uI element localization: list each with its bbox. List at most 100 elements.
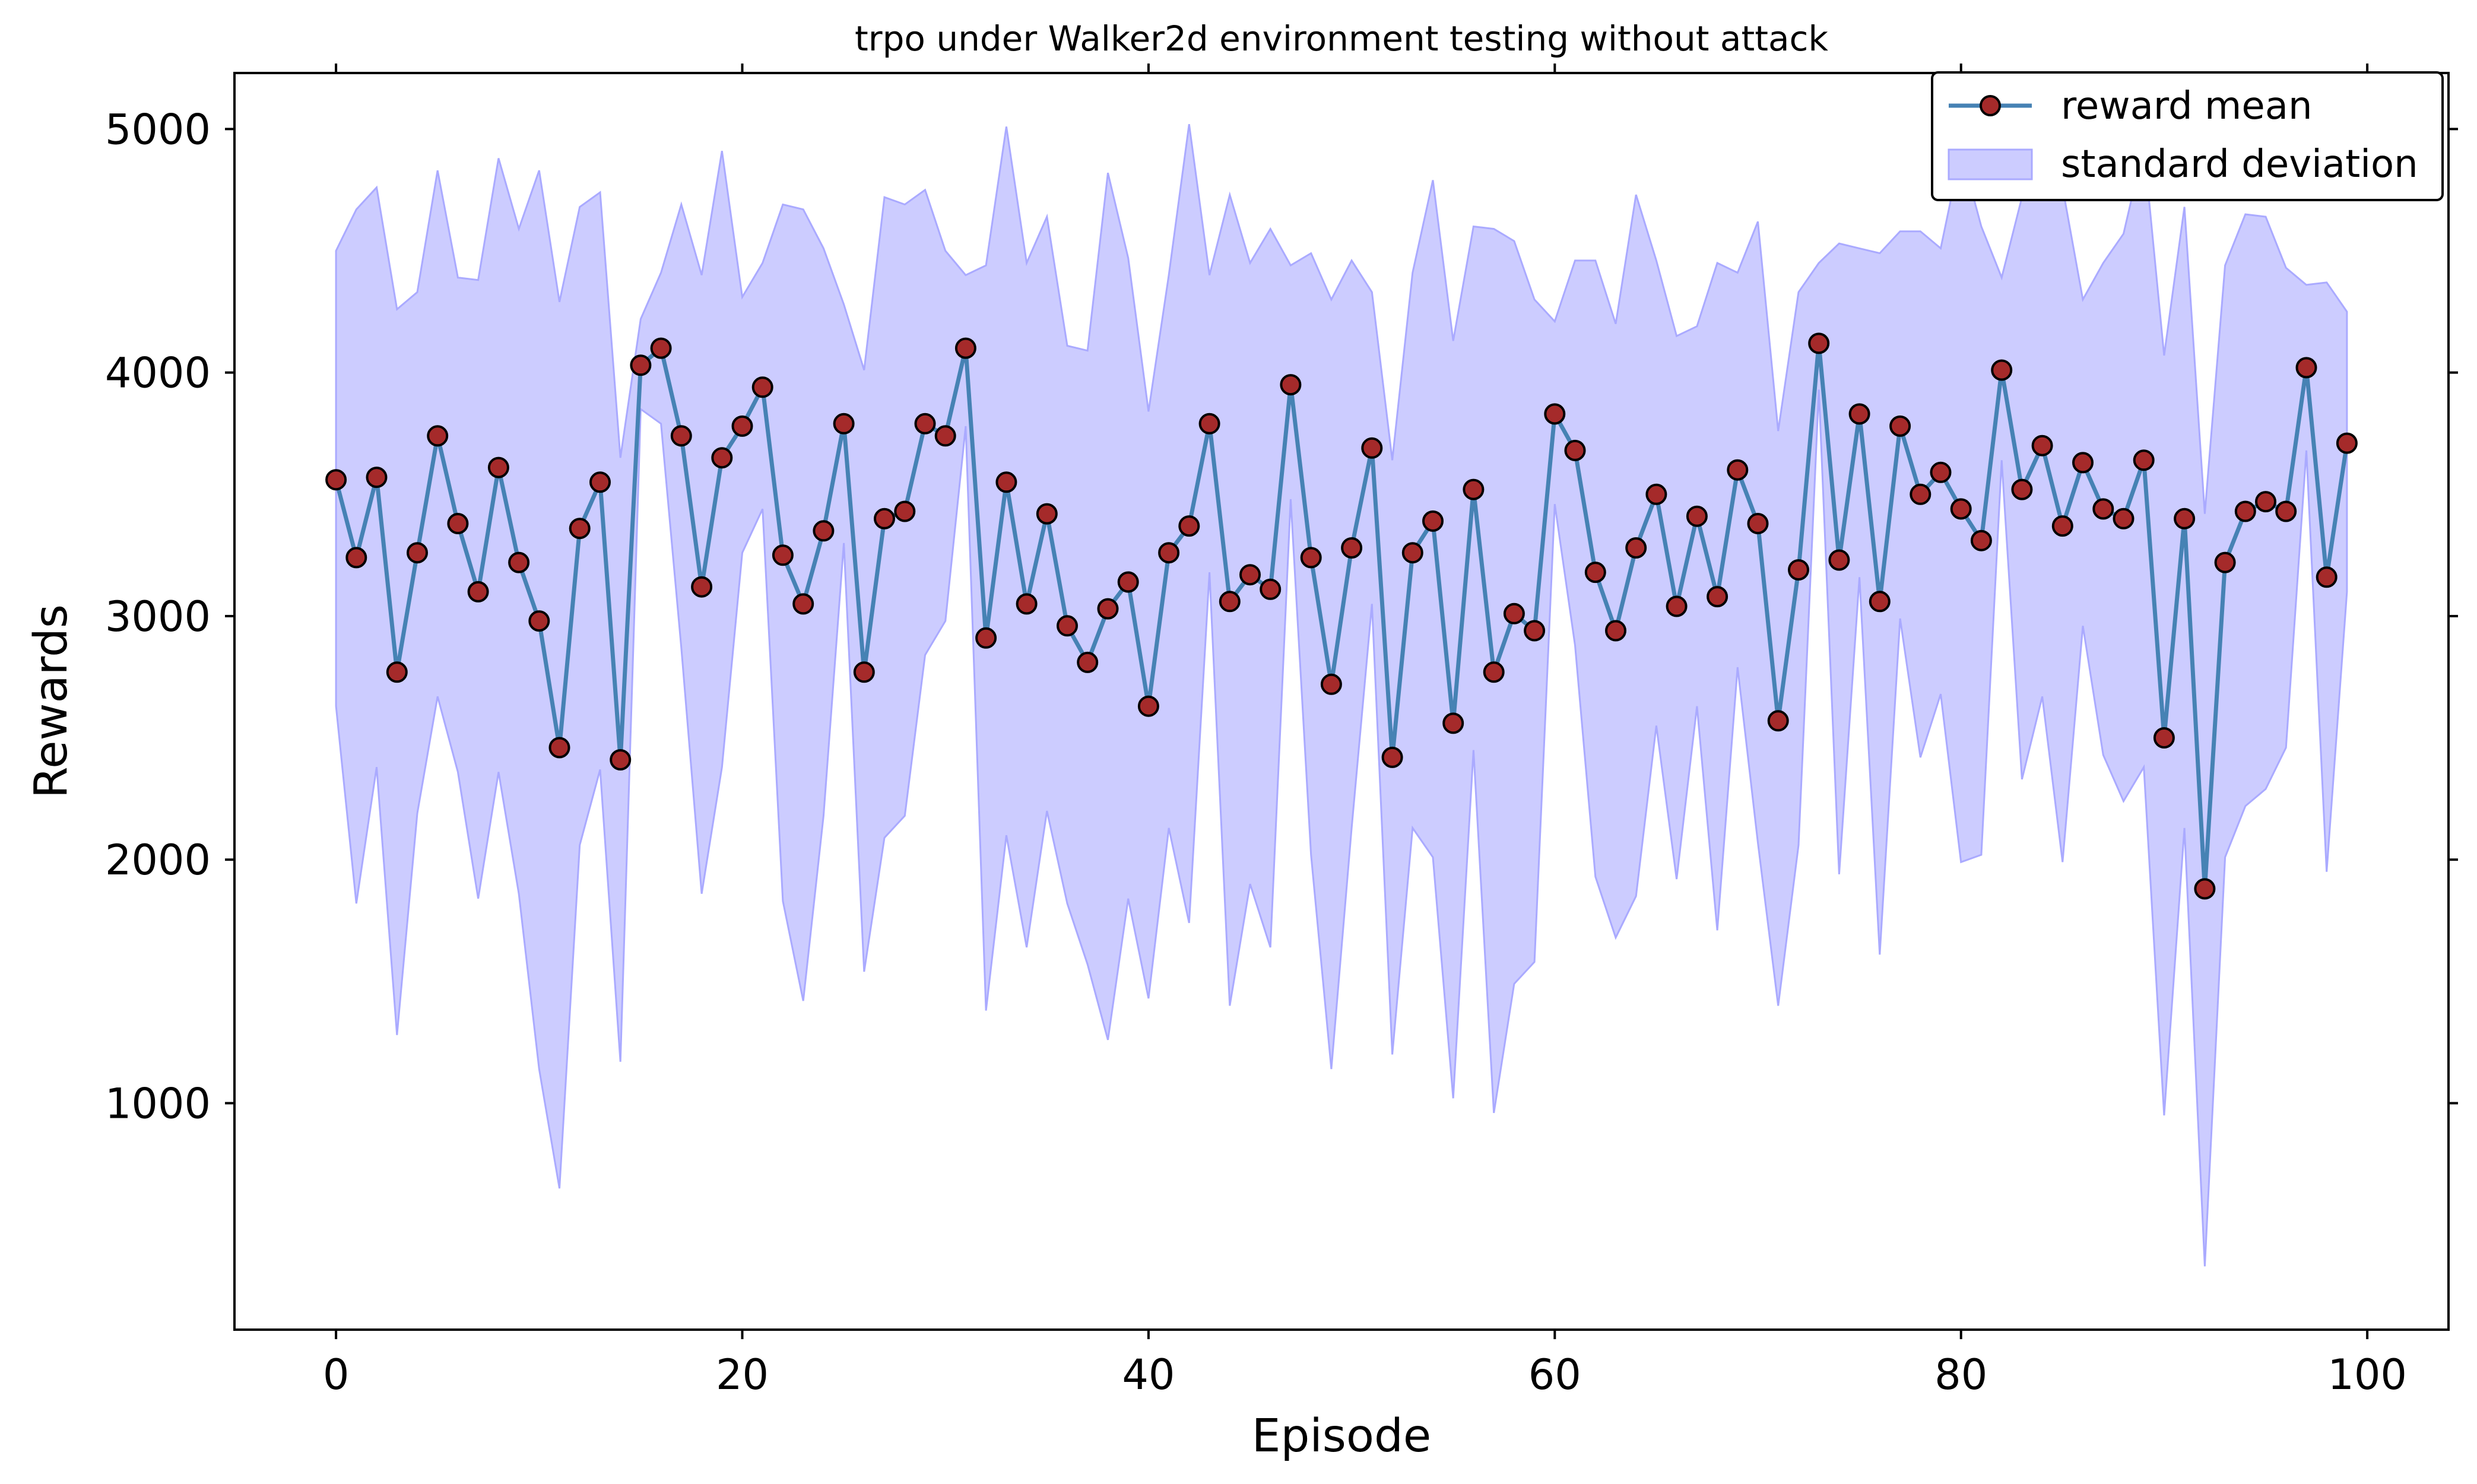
data-point — [1219, 591, 1241, 613]
data-point — [1158, 542, 1180, 564]
data-point — [2113, 508, 2135, 529]
data-point — [1991, 359, 2013, 381]
data-point — [691, 576, 713, 598]
data-point — [914, 413, 936, 435]
data-point — [2255, 491, 2276, 513]
data-point — [1584, 562, 1606, 584]
data-point — [731, 415, 753, 437]
data-point — [813, 520, 835, 542]
data-point — [1767, 710, 1789, 732]
data-point — [1463, 478, 1485, 500]
data-point — [975, 627, 997, 649]
data-point — [2133, 449, 2155, 471]
data-point — [2234, 500, 2256, 522]
data-point — [954, 337, 976, 359]
data-point — [1300, 547, 1322, 569]
legend-marker-swatch — [1980, 95, 2001, 116]
x-tick-label: 40 — [1122, 1350, 1175, 1399]
y-tick-label: 1000 — [105, 1079, 211, 1128]
data-point — [1361, 437, 1383, 459]
data-point — [1483, 661, 1505, 683]
data-point — [1320, 673, 1342, 695]
data-point — [2194, 878, 2216, 900]
data-point — [1889, 415, 1911, 437]
data-point — [366, 467, 388, 489]
data-point — [2153, 727, 2175, 749]
data-point — [1057, 615, 1078, 637]
data-point — [1605, 620, 1626, 642]
data-point — [1341, 537, 1363, 559]
data-point — [2295, 357, 2317, 379]
data-point — [751, 376, 773, 398]
data-point — [772, 544, 794, 566]
data-point — [325, 469, 347, 491]
reward-mean-line — [334, 341, 2349, 891]
legend-label-standard-deviation: standard deviation — [2061, 142, 2418, 186]
axis-ticks: 0 20 40 60 80 100 1000 2000 3000 4000 5000 — [105, 64, 2458, 1399]
data-point — [2214, 551, 2236, 573]
data-point — [487, 456, 509, 478]
data-point — [874, 508, 895, 529]
x-tick-label: 20 — [716, 1350, 769, 1399]
data-point — [528, 610, 550, 632]
x-tick-label: 0 — [323, 1350, 350, 1399]
data-point — [2316, 566, 2338, 588]
data-point — [650, 337, 672, 359]
data-point — [1077, 651, 1099, 673]
data-point — [2336, 432, 2358, 454]
data-point — [1625, 537, 1647, 559]
data-point — [1666, 595, 1688, 617]
data-point — [1239, 564, 1261, 586]
data-point — [995, 471, 1017, 493]
x-tick-label: 100 — [2327, 1350, 2407, 1399]
data-point — [1280, 374, 1302, 396]
legend-band-swatch — [1948, 148, 2033, 180]
data-point — [1422, 510, 1444, 532]
data-point — [2051, 515, 2073, 537]
data-point — [1828, 549, 1850, 571]
data-point — [1950, 498, 1972, 520]
data-point — [1869, 591, 1891, 613]
data-point — [1016, 593, 1038, 615]
data-point — [1442, 712, 1464, 734]
data-point — [386, 661, 408, 683]
data-point — [447, 513, 469, 534]
data-point — [1137, 695, 1159, 717]
data-point — [1910, 483, 1932, 505]
data-point — [1788, 559, 1809, 581]
data-point — [2174, 508, 2196, 529]
legend: reward mean standard deviation — [1931, 71, 2444, 201]
data-point — [2011, 478, 2033, 500]
data-point — [2092, 498, 2114, 520]
legend-label-reward-mean: reward mean — [2061, 84, 2313, 128]
y-tick-label: 2000 — [105, 836, 211, 884]
data-point — [407, 542, 428, 564]
data-point — [610, 749, 632, 770]
data-point — [1524, 620, 1546, 642]
data-point — [934, 425, 956, 447]
data-point — [589, 471, 611, 493]
x-tick-label: 80 — [1934, 1350, 1987, 1399]
y-tick-label: 4000 — [105, 349, 211, 398]
data-point — [1645, 483, 1667, 505]
x-axis-title: Episode — [1252, 1410, 1431, 1463]
data-point — [2275, 500, 2297, 522]
data-point — [467, 581, 489, 603]
data-point — [1401, 542, 1423, 564]
data-point — [427, 425, 449, 447]
data-point — [1707, 586, 1728, 608]
data-point — [1686, 505, 1708, 527]
data-point — [1381, 746, 1403, 768]
y-tick-label: 3000 — [105, 592, 211, 641]
data-point — [792, 593, 814, 615]
data-point — [548, 737, 570, 759]
data-point — [1178, 515, 1200, 537]
data-point — [569, 518, 591, 540]
data-point — [833, 413, 855, 435]
data-point — [1503, 603, 1525, 624]
plot-area — [325, 123, 2358, 1267]
data-point — [1260, 578, 1282, 600]
data-point — [1198, 413, 1220, 435]
x-tick-label: 60 — [1528, 1350, 1581, 1399]
